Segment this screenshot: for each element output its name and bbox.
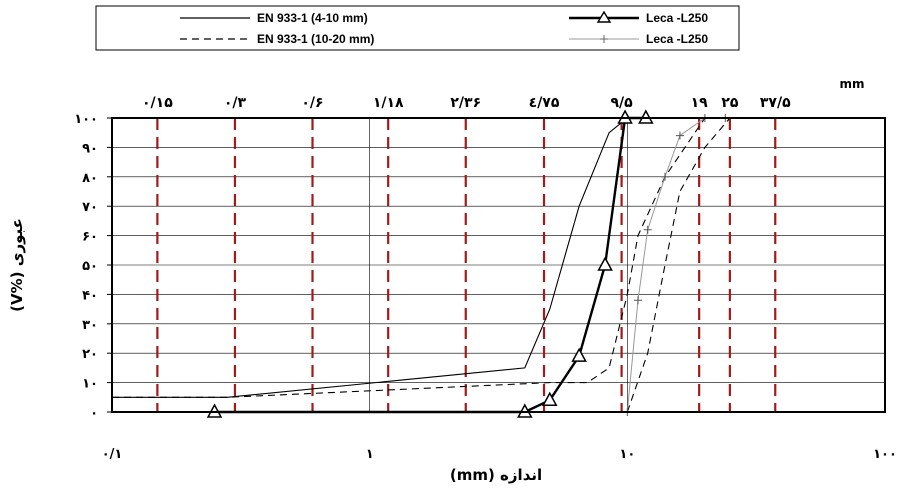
- sieve-label: ٤/۷۵: [529, 95, 560, 111]
- series-line: [112, 117, 653, 398]
- legend-frame: [95, 5, 740, 51]
- legend: EN 933-1 (4-10 mm) EN 933-1 (10-20 mm) L…: [95, 5, 740, 51]
- series-0: [112, 117, 653, 398]
- legend-item-en933-4-10: EN 933-1 (4-10 mm): [180, 11, 368, 25]
- triangle-marker: [571, 347, 587, 362]
- series-1: [112, 117, 731, 413]
- y-tick-label: ۹۰: [82, 141, 98, 156]
- x-tick-label: ۱۰۰: [873, 447, 897, 462]
- plus-marker: [633, 296, 642, 305]
- y-tick-label: ۱۰۰: [74, 112, 98, 127]
- x-tick-label: ۰/۱: [102, 447, 123, 462]
- plus-marker: [643, 225, 652, 234]
- y-tick-label: ۸۰: [82, 171, 98, 186]
- x-axis-label: اندازه (mm): [450, 466, 542, 484]
- sieve-label: ۲۵: [721, 95, 739, 111]
- legend-label-en933-10-20: EN 933-1 (10-20 mm): [257, 32, 374, 46]
- sieve-label: ۳۷/۵: [760, 95, 791, 111]
- legend-label-leca-bold: Leca -L250: [646, 11, 708, 25]
- legend-triangle-marker: [596, 10, 612, 23]
- y-axis-label: عبوری (%V): [8, 218, 26, 312]
- plot-frame: [111, 117, 886, 413]
- sieve-label: ۲/۳۶: [450, 95, 481, 111]
- y-tick-label: ۷۰: [82, 200, 98, 215]
- legend-plus-marker: [600, 35, 608, 43]
- axes: ۰ ۱۰ ۲۰ ۳۰ ۴۰ ۵۰ ۶۰ ۷۰ ۸۰ ۹۰ ۱۰۰ ۰/۱ ۱ ۱۰ ۱۰۰: [74, 112, 897, 462]
- series-2: [206, 109, 654, 418]
- sieve-lines: ۰/۱۵ ۰/۳ ۰/۶ ۱/۱۸ ۲/۳۶ ٤/۷۵ ۹/۵ ۱۹ ۲۵ ۳۷/۵: [142, 95, 791, 412]
- legend-label-leca-thin: Leca -L250: [646, 32, 708, 46]
- sieve-label: ۰/۱۵: [142, 95, 173, 111]
- x-tick-label: ۱: [366, 447, 374, 462]
- y-tick-label: ۰: [90, 406, 98, 421]
- y-tick-label: ۳۰: [82, 318, 98, 333]
- x-tick-label: ۱۰: [619, 447, 635, 462]
- y-tick-label: ۵۰: [82, 259, 98, 274]
- series-line-upper: [626, 117, 731, 413]
- grid: [112, 118, 885, 412]
- sieve-label: ۱۹: [691, 95, 709, 111]
- series-line: [112, 117, 706, 398]
- legend-label-en933-4-10: EN 933-1 (4-10 mm): [257, 11, 368, 25]
- plus-marker: [660, 172, 669, 181]
- sieve-label: ۰/۳: [224, 95, 247, 111]
- plus-marker: [675, 131, 684, 140]
- top-unit-label: mm: [839, 77, 864, 91]
- legend-item-leca-bold: Leca -L250: [569, 10, 708, 25]
- y-tick-label: ۱۰: [82, 377, 98, 392]
- triangle-marker: [597, 256, 613, 271]
- y-tick-label: ۴۰: [82, 288, 98, 303]
- series: [112, 109, 731, 418]
- legend-item-en933-10-20: EN 933-1 (10-20 mm): [180, 32, 374, 46]
- y-tick-label: ۶۰: [82, 230, 98, 245]
- legend-item-leca-thin: Leca -L250: [569, 32, 708, 46]
- triangle-marker: [542, 391, 558, 406]
- sieve-label: ۹/۵: [610, 95, 633, 111]
- y-tick-label: ۲۰: [82, 347, 98, 362]
- sieve-label: ۱/۱۸: [373, 95, 404, 111]
- sieve-label: ۰/۶: [301, 95, 323, 111]
